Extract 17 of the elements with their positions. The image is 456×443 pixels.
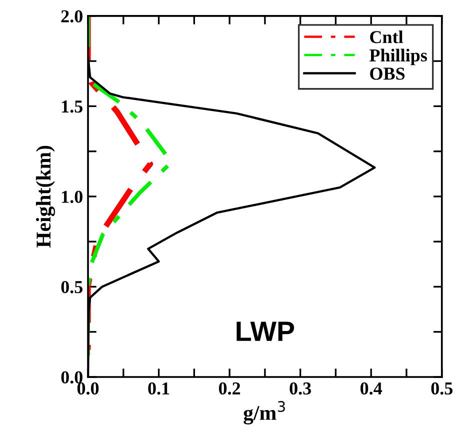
y-tick-label: 0.0 — [61, 371, 82, 384]
y-tick-label: 0.5 — [61, 280, 82, 294]
x-tick-label: 0.5 — [431, 382, 452, 395]
y-tick-label: 2.0 — [61, 10, 82, 22]
x-tick-label: 0.0 — [77, 382, 99, 395]
legend-label: Phillips — [370, 48, 427, 66]
legend-label: Cntl — [370, 30, 404, 44]
x-tick-label: 0.2 — [218, 382, 240, 395]
x-axis-title: g/m$^{3}$ — [244, 401, 285, 424]
legend-label: OBS — [370, 68, 405, 80]
x-tick-label: 0.1 — [148, 382, 170, 395]
y-tick-label: 1.5 — [62, 100, 82, 113]
x-tick-label: 0.4 — [360, 382, 382, 395]
x-tick-label: 0.3 — [290, 382, 311, 395]
y-tick-label: 1.0 — [62, 190, 82, 203]
annotation: LWP — [236, 322, 294, 341]
y-axis-title: Height(km) — [36, 146, 56, 248]
